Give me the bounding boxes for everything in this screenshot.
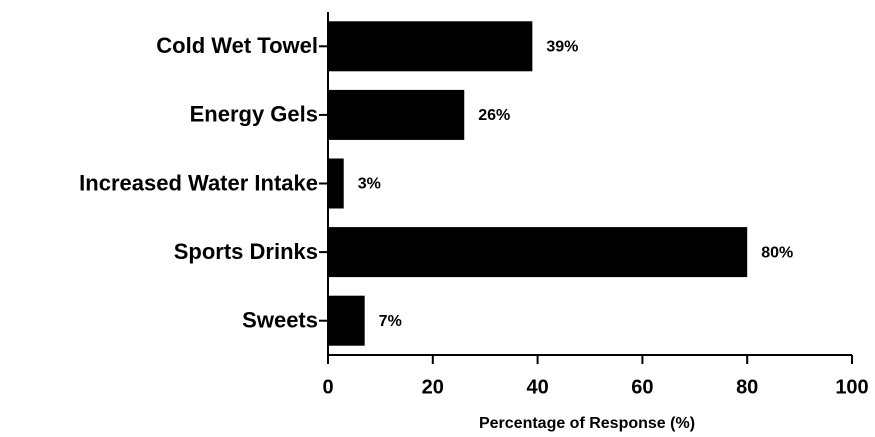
value-label: 3%: [358, 176, 381, 193]
value-label: 7%: [379, 313, 402, 330]
bar: [328, 295, 365, 346]
x-tick-label: 40: [526, 376, 548, 398]
x-tick-label: 0: [322, 376, 333, 398]
bar: [328, 158, 344, 209]
x-axis-title: Percentage of Response (%): [479, 415, 695, 432]
x-tick-label: 20: [422, 376, 444, 398]
y-tick-label: Increased Water Intake: [79, 170, 318, 195]
x-tick-label: 80: [736, 376, 758, 398]
bar: [328, 227, 748, 278]
y-tick-label: Sweets: [242, 308, 318, 333]
x-tick-label: 60: [631, 376, 653, 398]
value-label: 26%: [478, 107, 510, 124]
value-label: 39%: [546, 39, 578, 56]
bar: [328, 21, 533, 72]
x-tick-label: 100: [835, 376, 868, 398]
y-tick-label: Sports Drinks: [174, 239, 318, 264]
y-tick-label: Energy Gels: [190, 102, 318, 127]
value-label: 80%: [761, 244, 793, 261]
bar: [328, 89, 465, 140]
y-tick-label: Cold Wet Towel: [156, 33, 318, 58]
